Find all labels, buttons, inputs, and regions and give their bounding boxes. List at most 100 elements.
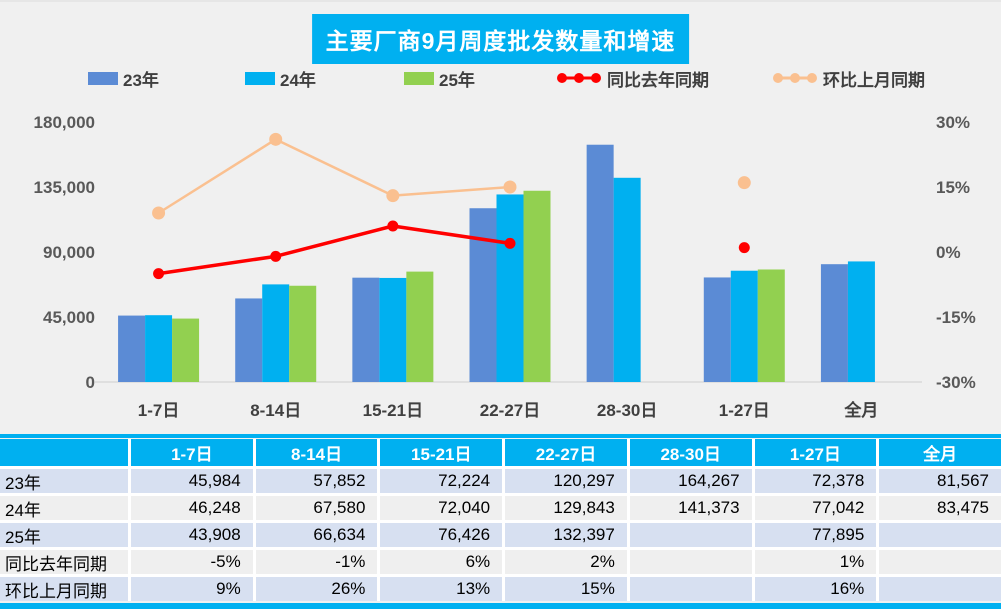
table-row-label: 25年 [0, 523, 128, 547]
bar [118, 315, 146, 382]
legend-label: 25年 [439, 70, 475, 90]
bar [613, 177, 641, 382]
table-cell: 83,475 [879, 496, 1001, 520]
table-row-label: 24年 [0, 496, 128, 520]
legend-line-marker-icon [773, 73, 817, 83]
legend-swatch-icon [404, 71, 434, 85]
table-header-cell: 15-21日 [380, 439, 503, 466]
table-header-cell: 22-27日 [505, 439, 627, 466]
bar [820, 264, 848, 382]
x-axis-label: 全月 [843, 400, 878, 420]
right-axis-tick: -15% [936, 308, 976, 327]
table-cell: 9% [131, 577, 253, 601]
table-header-cell [0, 439, 128, 466]
legend-label: 同比去年同期 [607, 70, 709, 90]
data-point-marker [269, 132, 283, 146]
bar [172, 318, 200, 382]
table-cell: 141,373 [629, 496, 752, 520]
table-cell: 6% [380, 550, 503, 574]
table-cell: 2% [505, 550, 627, 574]
bar-series-24年 [145, 177, 875, 382]
line-segment [275, 138, 394, 197]
data-point-marker [270, 250, 282, 262]
table-bottom-rule [0, 603, 1001, 609]
bar [352, 277, 380, 382]
bar-series-23年 [118, 144, 848, 382]
bar [496, 194, 524, 382]
line-segment [275, 224, 394, 259]
table-header-cell: 1-7日 [131, 439, 253, 466]
table-cell: 46,248 [131, 496, 253, 520]
bar [730, 270, 758, 382]
table-cell: 164,267 [629, 469, 752, 493]
table-cell: 45,984 [131, 469, 253, 493]
table-cell: 77,042 [754, 496, 877, 520]
table-cell: 67,580 [255, 496, 378, 520]
left-axis-tick: 45,000 [43, 308, 95, 327]
left-axis-tick: 180,000 [34, 113, 95, 132]
x-axis-label: 28-30日 [597, 401, 657, 420]
right-axis-tick: 0% [936, 243, 961, 262]
bar [757, 269, 785, 382]
right-axis-tick: 30% [936, 113, 970, 132]
legend-label: 23年 [123, 70, 159, 90]
table-row-label: 23年 [0, 469, 128, 493]
chart-legend: 23年 24年 25年 同比去年同期 环比上月同期 [0, 65, 1001, 91]
table-cell: 76,426 [380, 523, 503, 547]
bar [586, 144, 614, 382]
chart-area: 0 45,000 90,000 135,000 180,000 -30% -15% 0% 15%… [0, 2, 1001, 434]
bar [469, 208, 497, 382]
legend-item-4: 环比上月同期 [772, 65, 925, 91]
bar [235, 298, 263, 382]
table-cell: 72,224 [380, 469, 503, 493]
table-cell [879, 550, 1001, 574]
bar [379, 277, 407, 382]
table-header-cell: 1-27日 [754, 439, 877, 466]
bar [523, 190, 551, 382]
bar [847, 261, 875, 382]
data-table-region: 1-7日 8-14日 15-21日 22-27日 28-30日 1-27日 全月 23年 45,… [0, 434, 1001, 609]
table-cell: 81,567 [879, 469, 1001, 493]
table-cell: 57,852 [255, 469, 378, 493]
legend-swatch-icon [245, 71, 275, 85]
table-header-cell: 全月 [879, 439, 1001, 466]
table-cell: 129,843 [505, 496, 627, 520]
table-cell [879, 577, 1001, 601]
data-point-marker [386, 189, 400, 203]
table-cell: 16% [754, 577, 877, 601]
data-point-marker [737, 176, 751, 190]
data-point-marker [152, 206, 166, 220]
table-cell: 66,634 [255, 523, 378, 547]
x-axis-label: 1-27日 [719, 401, 770, 420]
combo-chart: 0 45,000 90,000 135,000 180,000 -30% -15% 0% 15%… [34, 113, 976, 420]
line-segment [392, 185, 511, 197]
data-point-marker [387, 220, 399, 232]
legend-swatch-icon [88, 71, 118, 85]
legend-line-marker-icon [557, 73, 601, 83]
data-point-marker [738, 242, 750, 254]
bar [262, 284, 290, 382]
legend-label: 24年 [280, 70, 316, 90]
table-cell: 43,908 [131, 523, 253, 547]
line-segment [392, 224, 511, 246]
bar [289, 285, 317, 382]
data-point-marker [153, 268, 165, 280]
x-axis-label: 22-27日 [480, 401, 540, 420]
table-cell: 120,297 [505, 469, 627, 493]
left-axis-tick: 0 [86, 373, 95, 392]
table-cell [629, 550, 752, 574]
table-cell: 77,895 [754, 523, 877, 547]
data-point-marker [503, 180, 517, 194]
line-series-同比去年同期 [153, 220, 750, 280]
table-cell [629, 523, 752, 547]
table-cell: 1% [754, 550, 877, 574]
right-axis-tick: 15% [936, 178, 970, 197]
table-row-label: 环比上月同期 [0, 577, 128, 601]
table-cell: -5% [131, 550, 253, 574]
table-row-label: 同比去年同期 [0, 550, 128, 574]
data-table: 1-7日 8-14日 15-21日 22-27日 28-30日 1-27日 全月 23年 45,… [0, 439, 1001, 601]
legend-item-3: 同比去年同期 [556, 65, 709, 91]
table-cell: 13% [380, 577, 503, 601]
x-axis-label: 8-14日 [250, 401, 301, 420]
table-cell [879, 523, 1001, 547]
